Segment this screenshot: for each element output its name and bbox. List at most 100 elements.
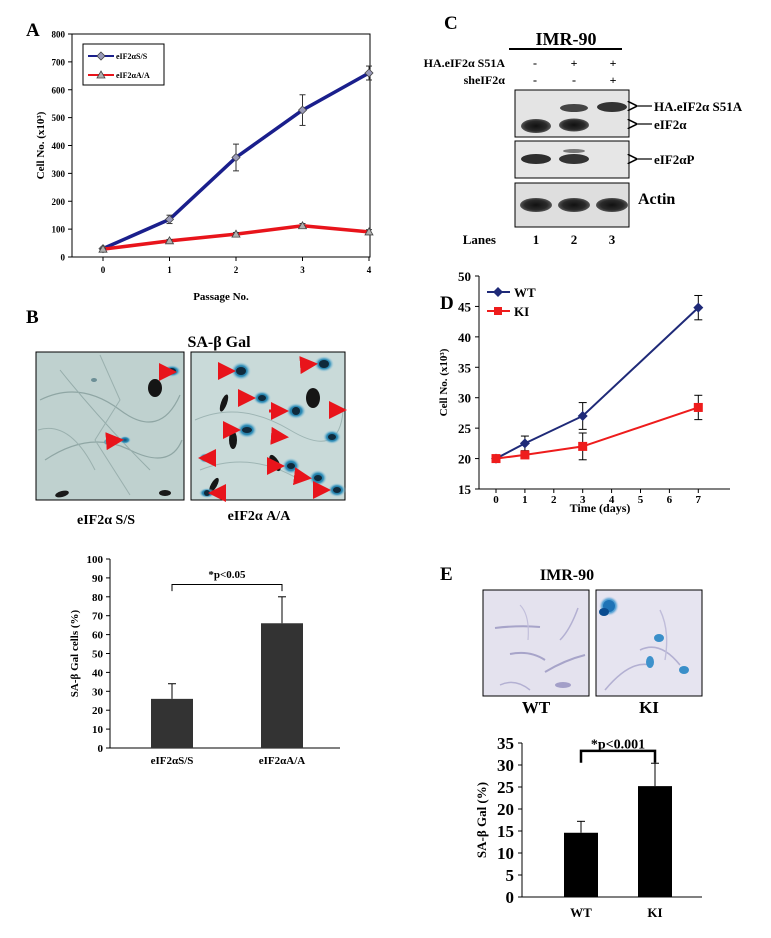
chart-b-ytick-label: 90 bbox=[92, 573, 104, 585]
chart-b-xtick-label: eIF2αS/S bbox=[151, 755, 194, 767]
panel-label-b: B bbox=[26, 307, 39, 328]
chart-d-ytick-label: 45 bbox=[458, 299, 472, 314]
chart-d-xtick-label: 4 bbox=[609, 494, 615, 506]
chart-b-ytick-label: 20 bbox=[92, 705, 104, 717]
panel-label-a: A bbox=[26, 20, 40, 41]
chart-d-legend-label-0: WT bbox=[514, 285, 536, 300]
band-label-eif2a: eIF2α bbox=[654, 117, 687, 132]
chart-e-xtick-label: WT bbox=[570, 905, 592, 920]
chart-d-series-line-1 bbox=[495, 406, 699, 460]
chart-a-xtick-label: 0 bbox=[101, 265, 106, 275]
blot-row-label-0: HA.eIF2α S51A bbox=[424, 56, 506, 70]
chart-a-xlabel: Passage No. bbox=[193, 291, 249, 303]
chart-a-ytick-label: 100 bbox=[52, 225, 66, 235]
chart-e-ylabel: SA-β Gal (%) bbox=[474, 782, 489, 858]
chart-a-ytick-label: 200 bbox=[52, 197, 66, 207]
chart-d-point-square bbox=[578, 441, 588, 451]
blot-mark-0-2: + bbox=[610, 56, 617, 70]
chart-d-xtick-label: 1 bbox=[522, 494, 528, 506]
chart-d-legend-marker-1 bbox=[494, 307, 502, 315]
chart-a-point-diamond bbox=[364, 68, 374, 78]
micrograph-eif2a-aa bbox=[190, 351, 347, 502]
chart-d-xtick-label: 6 bbox=[667, 494, 673, 506]
micrograph-label-ki: KI bbox=[639, 698, 659, 717]
chart-a-ytick-label: 800 bbox=[52, 30, 66, 40]
chart-a-legend-marker-0 bbox=[96, 51, 106, 61]
chart-b-ytick-label: 10 bbox=[92, 724, 104, 736]
chart-b-ytick-label: 70 bbox=[92, 611, 104, 623]
panel-label-c: C bbox=[444, 13, 458, 34]
lanes-label: Lanes bbox=[463, 232, 496, 247]
chart-d-xtick-label: 2 bbox=[551, 494, 557, 506]
chart-d-point-square bbox=[520, 450, 530, 460]
chart-d-ytick-label: 20 bbox=[458, 452, 471, 467]
chart-a-ytick-label: 700 bbox=[52, 57, 66, 67]
chart-b-ytick-label: 30 bbox=[92, 686, 104, 698]
micrograph-label-aa: eIF2α A/A bbox=[228, 509, 292, 524]
chart-a-legend-label-0: eIF2αS/S bbox=[116, 52, 148, 61]
chart-e-bar-1 bbox=[638, 786, 672, 897]
chart-a-ytick-label: 600 bbox=[52, 85, 66, 95]
chart-d-point-square bbox=[491, 454, 501, 464]
chart-a-xtick-label: 1 bbox=[167, 265, 172, 275]
chart-a-ylabel: Cell No. (x10³) bbox=[35, 111, 47, 179]
chart-b-bar-0 bbox=[151, 698, 193, 748]
chart-d-ytick-label: 30 bbox=[458, 391, 471, 406]
micrograph-wt bbox=[482, 589, 590, 697]
chart-d-ytick-label: 50 bbox=[458, 269, 471, 284]
chart-e-ytick-label: 5 bbox=[506, 866, 515, 885]
micrograph-label-ss: eIF2α S/S bbox=[77, 513, 135, 528]
western-blot: IMR-90 HA.eIF2α S51A - + + sheIF2α - - +… bbox=[424, 29, 743, 247]
chart-e-ytick-label: 10 bbox=[497, 844, 514, 863]
band-label-actin: Actin bbox=[638, 191, 675, 208]
chart-a-xtick-label: 3 bbox=[300, 265, 305, 275]
chart-e-bar-0 bbox=[564, 832, 598, 897]
chart-a-legend-label-1: eIF2αA/A bbox=[116, 71, 150, 80]
chart-b-ytick-label: 60 bbox=[92, 630, 104, 642]
chart-e-ytick-label: 20 bbox=[497, 800, 514, 819]
chart-e-ytick-label: 35 bbox=[497, 734, 514, 753]
band-label-ha: HA.eIF2α S51A bbox=[654, 99, 743, 114]
chart-d-xtick-label: 5 bbox=[638, 494, 644, 506]
panel-b-title: SA-β Gal bbox=[187, 334, 251, 351]
chart-b-ytick-label: 40 bbox=[92, 667, 104, 679]
chart-b-ytick-label: 0 bbox=[98, 743, 104, 755]
chart-d-point-square bbox=[693, 402, 703, 412]
chart-e-ytick-label: 30 bbox=[497, 756, 514, 775]
lane-number-3: 3 bbox=[609, 232, 616, 247]
chart-d-point-diamond bbox=[519, 438, 530, 449]
blot-row-label-1: sheIF2α bbox=[464, 73, 506, 87]
micrograph-ki bbox=[595, 589, 703, 697]
chart-d-xtick-label: 3 bbox=[580, 494, 586, 506]
chart-e-sa-gal-bars: 0 5 10 15 20 25 30 35 WT KI *p<0.001 SA-β Gal (%… bbox=[474, 734, 702, 920]
panel-e-title: IMR-90 bbox=[540, 567, 594, 584]
band-label-eif2ap: eIF2αP bbox=[654, 152, 695, 167]
blot-cell-line: IMR-90 bbox=[536, 29, 597, 49]
chart-a-xtick-label: 2 bbox=[234, 265, 239, 275]
chart-b-ylabel: SA-β Gal cells (%) bbox=[69, 609, 81, 697]
chart-a-point-diamond bbox=[297, 105, 308, 115]
chart-a-ytick-label: 0 bbox=[61, 253, 66, 263]
chart-d-xlabel: Time (days) bbox=[570, 501, 631, 515]
chart-e-ytick-label: 0 bbox=[506, 888, 515, 907]
panel-label-d: D bbox=[440, 293, 454, 314]
chart-e-significance-label: *p<0.001 bbox=[591, 737, 645, 752]
blot-mark-1-1: - bbox=[572, 73, 576, 87]
chart-e-xtick-label: KI bbox=[647, 905, 662, 920]
lane-number-2: 2 bbox=[571, 232, 578, 247]
chart-a-point-triangle bbox=[164, 236, 175, 245]
chart-b-ytick-label: 80 bbox=[92, 592, 104, 604]
chart-d-ytick-label: 15 bbox=[458, 482, 472, 497]
chart-a-point-triangle bbox=[98, 244, 108, 253]
chart-d-ytick-label: 40 bbox=[458, 330, 471, 345]
chart-d-ytick-label: 25 bbox=[458, 421, 472, 436]
chart-a-point-triangle bbox=[364, 227, 374, 236]
chart-d-legend-label-1: KI bbox=[514, 304, 529, 319]
chart-d-ytick-label: 35 bbox=[458, 360, 472, 375]
blot-mark-1-2: + bbox=[610, 73, 617, 87]
chart-e-ytick-label: 15 bbox=[497, 822, 514, 841]
panel-label-e: E bbox=[440, 564, 453, 585]
chart-d-ylabel: Cell No. (x10³) bbox=[438, 348, 450, 416]
